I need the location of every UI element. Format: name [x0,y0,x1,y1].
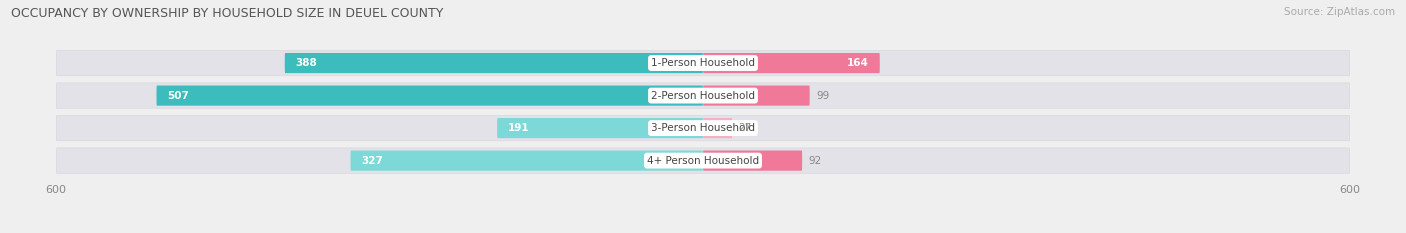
FancyBboxPatch shape [285,53,703,73]
Text: 327: 327 [361,156,384,166]
Text: 388: 388 [295,58,318,68]
FancyBboxPatch shape [703,53,880,73]
Text: OCCUPANCY BY OWNERSHIP BY HOUSEHOLD SIZE IN DEUEL COUNTY: OCCUPANCY BY OWNERSHIP BY HOUSEHOLD SIZE… [11,7,444,20]
FancyBboxPatch shape [56,148,1350,173]
FancyBboxPatch shape [56,83,1350,108]
Text: 99: 99 [815,91,830,101]
Text: 507: 507 [167,91,190,101]
Text: 92: 92 [808,156,823,166]
FancyBboxPatch shape [498,118,703,138]
Text: Source: ZipAtlas.com: Source: ZipAtlas.com [1284,7,1395,17]
Text: 4+ Person Household: 4+ Person Household [647,156,759,166]
Text: 164: 164 [848,58,869,68]
Text: 2-Person Household: 2-Person Household [651,91,755,101]
FancyBboxPatch shape [703,151,803,171]
FancyBboxPatch shape [703,118,733,138]
FancyBboxPatch shape [350,151,703,171]
FancyBboxPatch shape [703,86,810,106]
Text: 191: 191 [508,123,530,133]
FancyBboxPatch shape [56,115,1350,141]
Text: 1-Person Household: 1-Person Household [651,58,755,68]
Text: 3-Person Household: 3-Person Household [651,123,755,133]
FancyBboxPatch shape [156,86,703,106]
Text: 27: 27 [738,123,752,133]
FancyBboxPatch shape [56,50,1350,76]
